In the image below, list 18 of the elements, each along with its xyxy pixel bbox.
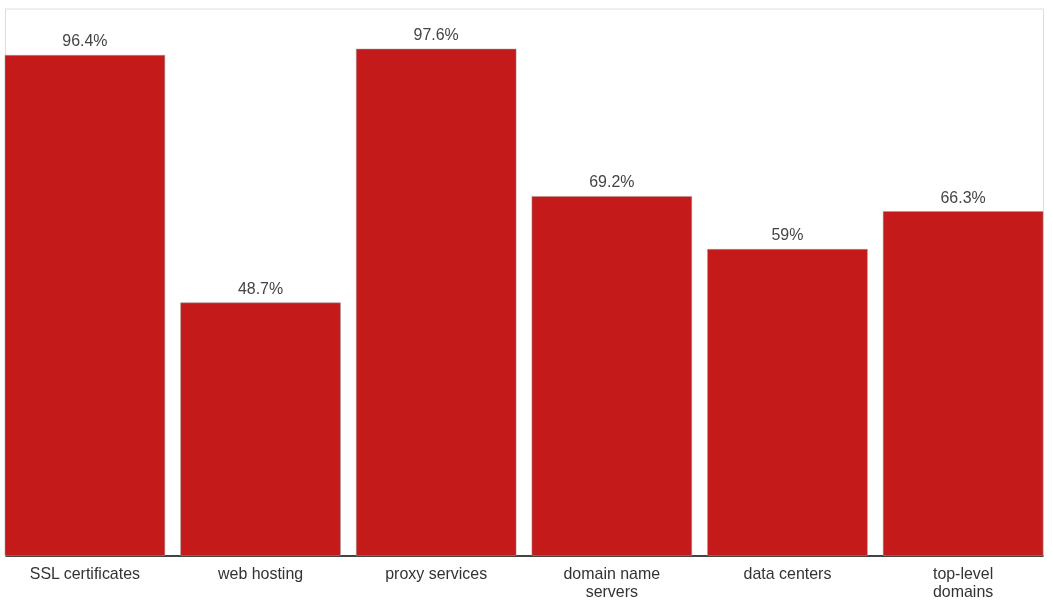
data-label: 96.4% [62,32,108,50]
data-label: 69.2% [589,173,635,191]
bar [180,302,341,556]
bar [4,55,166,556]
data-label: 59% [771,226,804,244]
data-label: 66.3% [940,188,986,206]
x-tick-label: top-level domains [932,564,994,600]
x-tick-label: domain name servers [563,564,661,600]
x-tick-label: proxy services [385,564,488,582]
x-tick-label: web hosting [216,564,304,582]
bar [882,211,1044,556]
x-tick-label: data centers [743,564,832,582]
data-label: 48.7% [237,279,284,297]
x-tick-label: SSL certificates [29,564,141,582]
bar [707,249,868,556]
bar [356,48,517,556]
bar [531,196,692,556]
data-label: 97.6% [413,26,459,44]
